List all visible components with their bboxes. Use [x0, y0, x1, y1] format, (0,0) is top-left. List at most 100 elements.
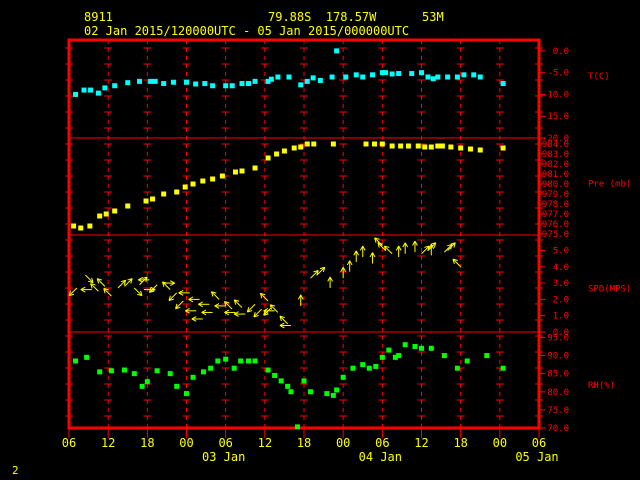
wind-arrow-head — [130, 278, 133, 284]
data-point — [324, 391, 330, 397]
wind-arrow-head — [270, 304, 276, 307]
data-point — [239, 168, 245, 174]
panel-label: Pre (mb) — [588, 180, 631, 190]
data-point — [422, 144, 428, 150]
wind-arrow — [117, 279, 127, 289]
wind-arrow — [133, 287, 143, 297]
data-point — [125, 203, 131, 209]
y-tick-label: -10.0 — [542, 90, 569, 100]
data-point — [278, 378, 284, 384]
data-point — [379, 354, 385, 360]
data-point — [298, 144, 304, 150]
data-point — [78, 225, 84, 231]
wind-arrow — [162, 281, 171, 290]
wind-arrow-head — [372, 252, 376, 258]
data-point — [461, 72, 467, 78]
data-point — [281, 148, 287, 154]
date-range: 02 Jan 2015/120000UTC - 05 Jan 2015/0000… — [84, 24, 410, 38]
data-point — [161, 191, 167, 197]
wind-arrow-head — [260, 292, 266, 296]
data-point — [334, 48, 340, 54]
wind-arrow-head — [349, 260, 353, 266]
data-point — [174, 189, 180, 195]
data-point — [275, 74, 281, 80]
y-tick-label: 977.0 — [542, 210, 569, 220]
x-tick-label: 06 — [62, 436, 76, 450]
wind-arrow-head — [433, 242, 437, 248]
data-point — [409, 71, 415, 77]
data-point — [239, 81, 245, 87]
y-tick-label: 0.0 — [553, 47, 569, 57]
data-point — [353, 72, 359, 78]
data-point — [231, 365, 237, 371]
wind-arrow-head — [319, 266, 325, 270]
wind-arrow-head — [377, 242, 383, 245]
data-point — [184, 79, 189, 85]
wind-arrow — [211, 291, 220, 300]
data-point — [131, 371, 137, 377]
y-tick-label: 975.0 — [542, 230, 569, 240]
data-point — [330, 392, 336, 398]
data-point — [330, 141, 336, 147]
wind-arrow-head — [90, 283, 96, 286]
data-point — [219, 173, 225, 179]
data-point — [373, 363, 379, 369]
data-point — [193, 81, 199, 87]
wind-arrow-head — [149, 290, 155, 293]
wind-arrow — [96, 278, 106, 287]
wind-arrow — [233, 299, 243, 308]
data-point — [454, 365, 460, 371]
data-point — [500, 145, 506, 151]
data-point — [268, 76, 274, 82]
x-tick-label: 12 — [101, 436, 115, 450]
data-point — [81, 87, 87, 93]
data-point — [435, 74, 441, 80]
data-point — [304, 141, 310, 147]
wind-arrow-head — [234, 311, 239, 315]
x-tick-label: 18 — [140, 436, 154, 450]
wind-arrow-head — [259, 293, 263, 299]
data-point — [73, 358, 79, 364]
data-point — [439, 143, 445, 149]
data-point — [458, 145, 464, 151]
x-day-label: 03 Jan — [202, 450, 245, 464]
wind-arrow-head — [178, 292, 184, 296]
data-point — [386, 347, 392, 353]
wind-arrow-head — [103, 288, 106, 294]
wind-arrow — [260, 292, 269, 302]
wind-arrow-head — [201, 311, 207, 316]
data-point — [84, 354, 90, 360]
station-id: 8911 — [84, 10, 113, 24]
y-tick-label: 2.0 — [553, 295, 569, 305]
x-day-label: 04 Jan — [359, 450, 402, 464]
panel-label: SPD(MPS) — [588, 285, 631, 295]
wind-arrow-head — [353, 250, 357, 256]
x-tick-label: 12 — [414, 436, 428, 450]
wind-arrow-head — [383, 245, 387, 251]
data-point — [252, 358, 258, 364]
wind-arrow-head — [148, 287, 152, 293]
data-point — [174, 383, 180, 389]
data-point — [370, 72, 376, 78]
wind-arrow-head — [452, 258, 458, 261]
wind-arrow-head — [201, 309, 207, 313]
wind-arrow-head — [123, 280, 127, 286]
wind-arrow-head — [162, 281, 165, 287]
wind-arrow-head — [359, 245, 364, 251]
wind-arrow-head — [297, 294, 302, 300]
wind-arrow-head — [395, 245, 400, 251]
wind-arrow — [279, 315, 289, 325]
wind-arrow — [124, 278, 133, 287]
wind-arrow-head — [327, 276, 331, 282]
wind-arrow-head — [188, 296, 194, 300]
wind-arrow-head — [138, 279, 143, 283]
data-point — [265, 367, 271, 373]
data-point — [415, 143, 421, 149]
y-tick-label: -15.0 — [542, 112, 569, 122]
wind-arrow — [139, 276, 148, 286]
wind-arrow-head — [224, 311, 230, 316]
data-point — [454, 74, 460, 80]
wind-arrow-head — [137, 293, 143, 297]
wind-arrow-head — [246, 307, 250, 313]
wind-arrow-head — [374, 237, 377, 243]
